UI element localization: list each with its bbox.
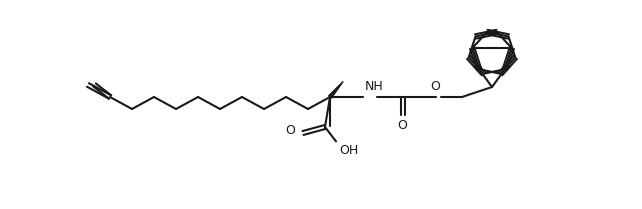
Text: OH: OH xyxy=(339,144,358,157)
Polygon shape xyxy=(329,81,343,98)
Text: O: O xyxy=(397,119,408,132)
Text: NH: NH xyxy=(365,80,384,93)
Text: O: O xyxy=(431,80,440,93)
Text: O: O xyxy=(285,125,295,138)
